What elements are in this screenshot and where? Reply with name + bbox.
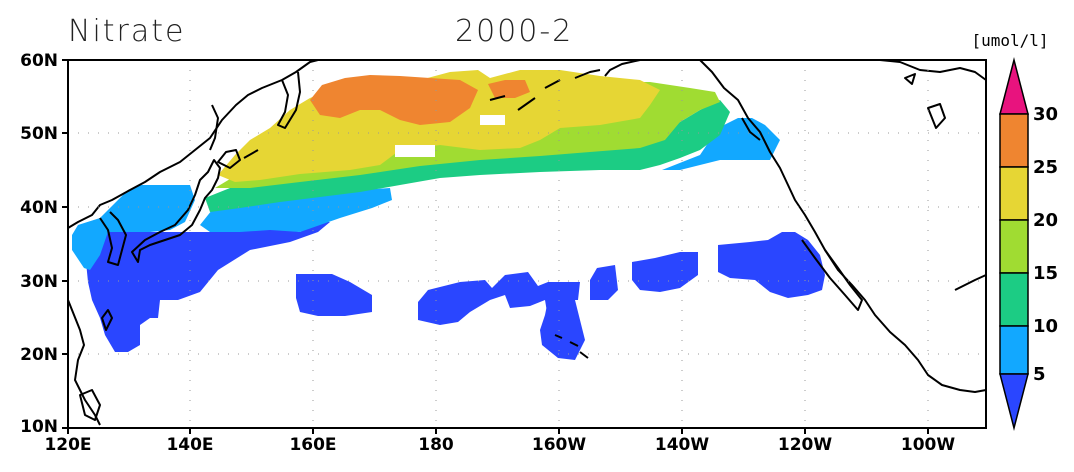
coast-aleutian-4 bbox=[574, 69, 601, 79]
map-frame bbox=[67, 59, 987, 429]
coast-aleutian-2 bbox=[517, 97, 536, 111]
coast-kuril bbox=[243, 149, 259, 159]
region-5to10-sea-of-japan bbox=[72, 185, 195, 270]
region-lt5-west bbox=[86, 222, 330, 352]
x-tick-label: 120E bbox=[44, 435, 91, 455]
x-tick-label: 160W bbox=[532, 435, 586, 455]
colorbar-seg-20-25 bbox=[999, 166, 1029, 221]
colorbar-seg-10-15 bbox=[999, 272, 1029, 327]
x-tick-label: 100W bbox=[901, 435, 955, 455]
nitrate-field bbox=[72, 70, 825, 360]
coast-china bbox=[67, 299, 101, 426]
coast-aleutian-1 bbox=[489, 95, 506, 101]
colorbar-top-triangle bbox=[999, 57, 1029, 115]
region-lt5-a bbox=[296, 274, 372, 316]
colorbar-bottom-triangle bbox=[999, 373, 1029, 431]
coast-gulf-alaska-islands bbox=[741, 117, 761, 141]
gap bbox=[395, 145, 435, 157]
coast-alaska bbox=[604, 59, 641, 77]
coastlines bbox=[67, 59, 987, 426]
coast-hokkaido bbox=[217, 149, 241, 169]
x-tick-label: 140E bbox=[166, 435, 213, 455]
colorbar-seg-5-10 bbox=[999, 325, 1029, 375]
y-tick-label: 50N bbox=[20, 124, 58, 144]
coast-korea bbox=[99, 211, 127, 266]
colorbar-label: 20 bbox=[1033, 210, 1058, 231]
colorbar-seg-15-20 bbox=[999, 219, 1029, 274]
colorbar-label: 10 bbox=[1033, 316, 1058, 337]
x-tick-label: 160E bbox=[289, 435, 336, 455]
colorbar-label: 30 bbox=[1033, 104, 1058, 125]
region-lt5-b bbox=[418, 272, 580, 325]
coast-sakhalin bbox=[209, 104, 219, 151]
x-tick-label: 140W bbox=[655, 435, 709, 455]
coast-canada-north bbox=[879, 59, 987, 81]
colorbar-label: 5 bbox=[1033, 364, 1046, 385]
axis-ticks bbox=[62, 59, 929, 434]
region-25to30-b bbox=[488, 80, 530, 98]
gap bbox=[480, 115, 505, 125]
region-lt5-c bbox=[540, 300, 585, 360]
x-tick-label: 120W bbox=[778, 435, 832, 455]
y-tick-label: 20N bbox=[20, 345, 58, 365]
y-tick-label: 60N bbox=[20, 51, 58, 71]
variable-title: Nitrate bbox=[68, 14, 186, 49]
region-lt5-d bbox=[590, 265, 618, 300]
region-25to30 bbox=[310, 75, 478, 125]
region-lt5-e bbox=[632, 252, 698, 292]
y-tick-label: 40N bbox=[20, 198, 58, 218]
colorbar-seg-25-30 bbox=[999, 113, 1029, 168]
y-axis-labels: 60N 50N 40N 30N 20N 10N bbox=[20, 51, 58, 437]
date-title: 2000-2 bbox=[455, 14, 574, 49]
x-axis-labels: 120E 140E 160E 180 160W 140W 120W 100W bbox=[44, 435, 955, 455]
coast-taiwan bbox=[101, 309, 113, 331]
coast-mexico-east bbox=[954, 274, 987, 291]
region-10to15 bbox=[205, 100, 730, 212]
region-5to10-band bbox=[200, 188, 392, 232]
coast-kamchatka bbox=[277, 71, 301, 129]
coast-baja bbox=[801, 239, 863, 311]
colorbar-label: 15 bbox=[1033, 263, 1058, 284]
coast-japan bbox=[131, 159, 221, 263]
coast-aleutian-3 bbox=[544, 79, 561, 89]
colorbar: 5 10 15 20 25 30 bbox=[999, 57, 1058, 431]
colorbar-label: 25 bbox=[1033, 157, 1058, 178]
x-tick-label: 180 bbox=[418, 435, 454, 455]
y-tick-label: 10N bbox=[20, 417, 58, 437]
units-label: [umol/l] bbox=[971, 31, 1048, 50]
coast-islands-ne2 bbox=[927, 103, 946, 129]
coast-islands-ne bbox=[904, 73, 916, 85]
y-tick-label: 30N bbox=[20, 272, 58, 292]
coast-hawaii bbox=[554, 334, 589, 359]
coast-philippines bbox=[79, 389, 101, 421]
